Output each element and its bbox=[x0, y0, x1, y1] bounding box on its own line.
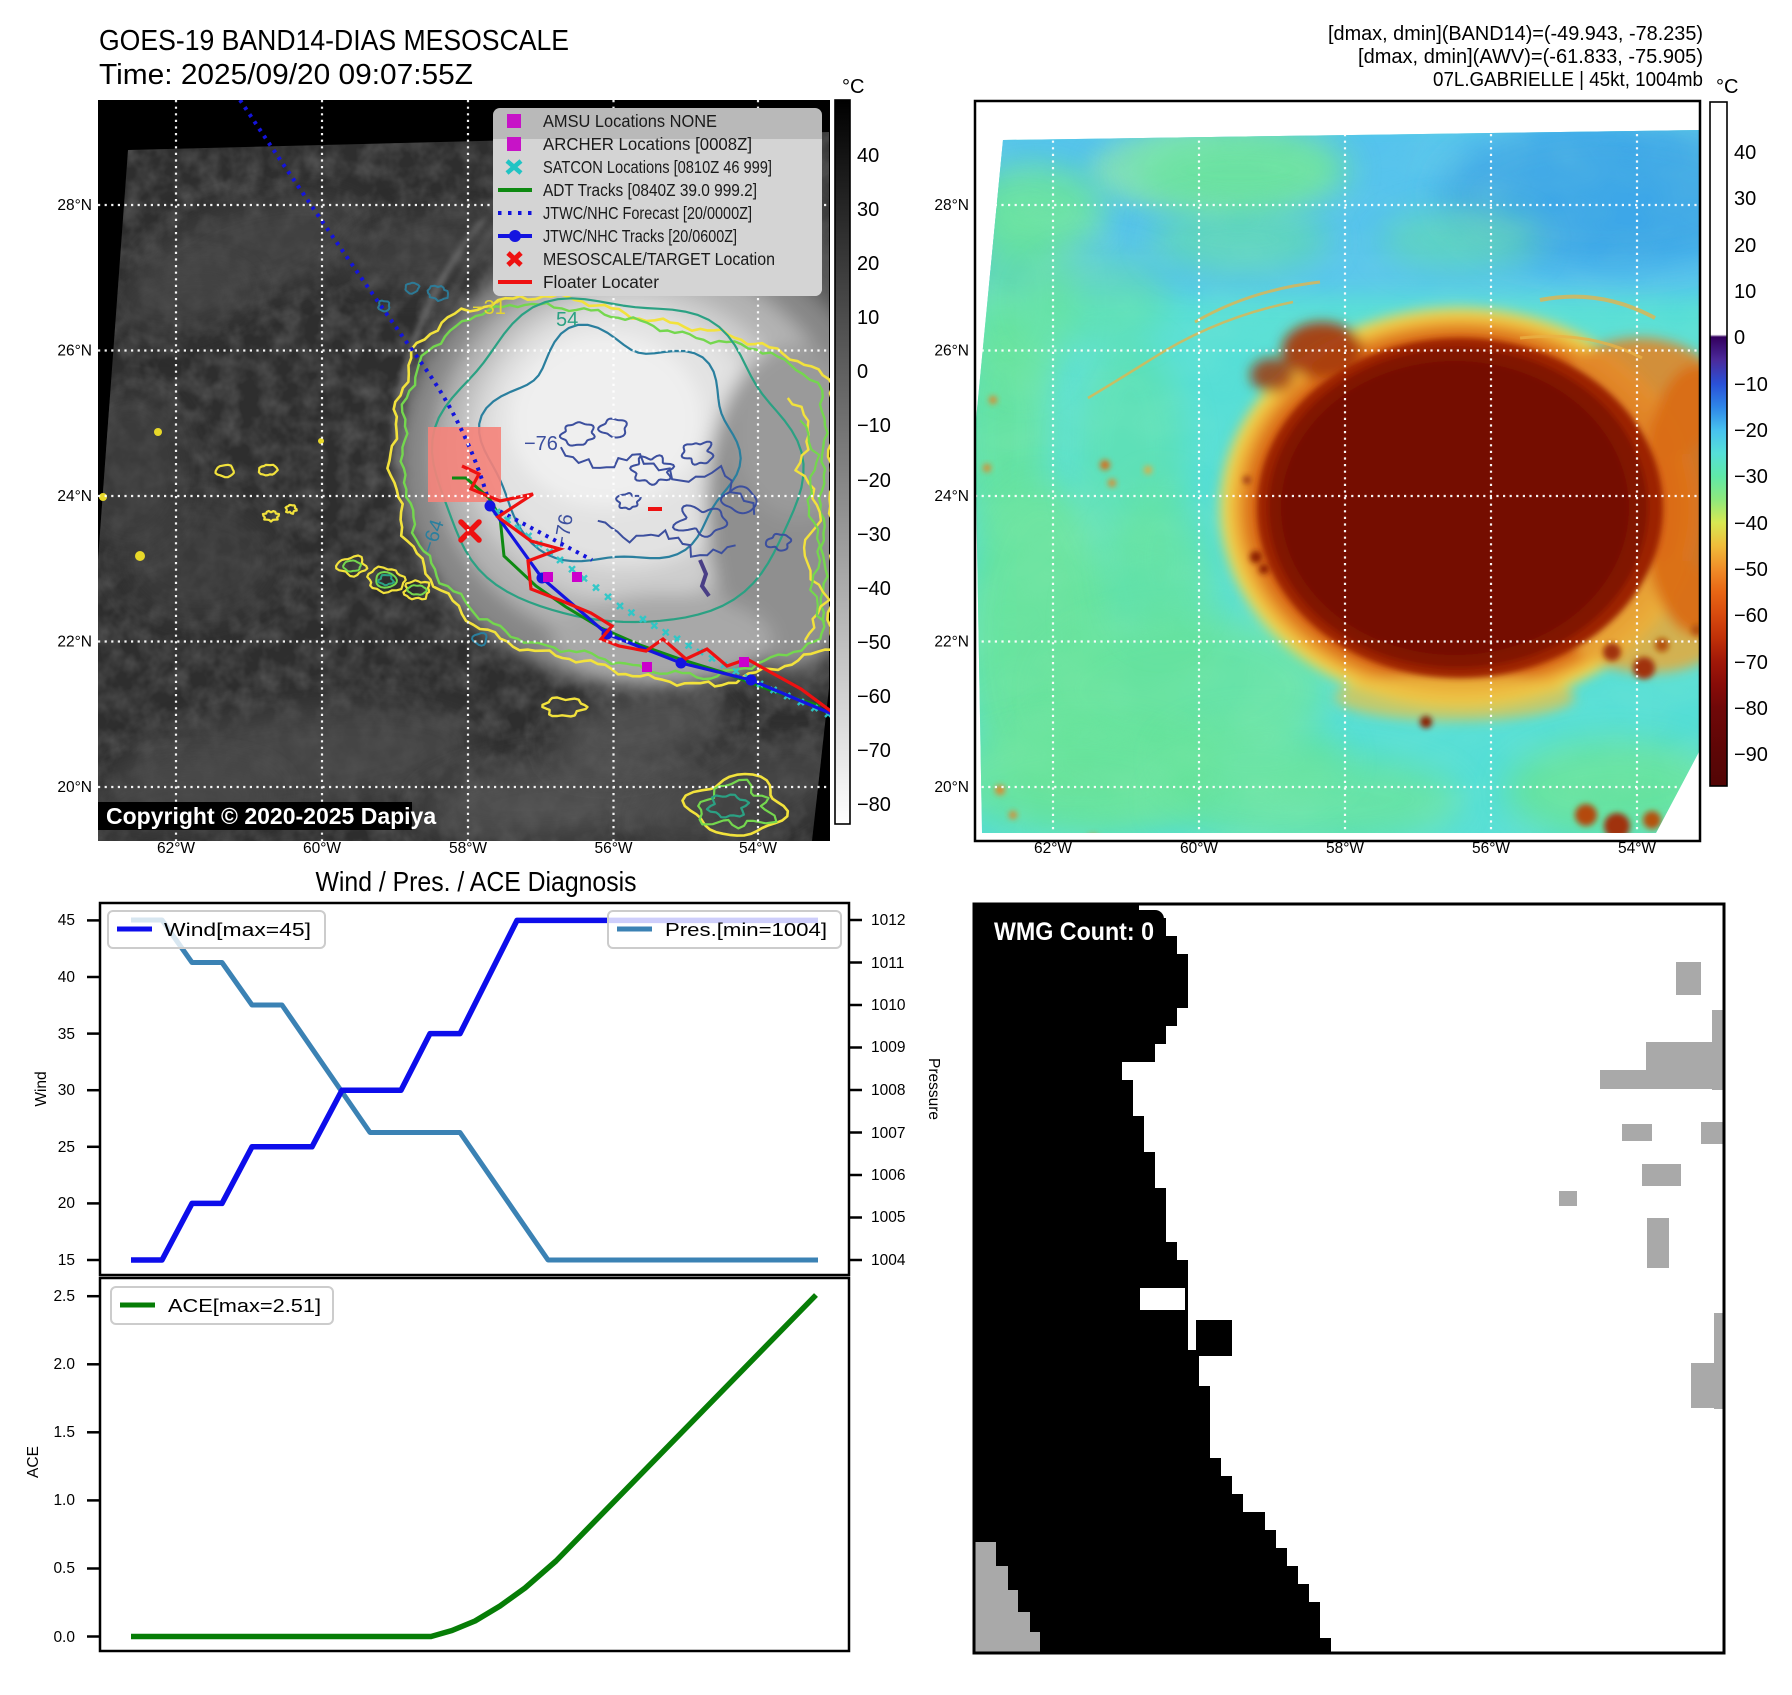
svg-text:20°N: 20°N bbox=[934, 779, 969, 796]
svg-text:1009: 1009 bbox=[871, 1039, 905, 1056]
svg-text:07L.GABRIELLE | 45kt, 1004mb: 07L.GABRIELLE | 45kt, 1004mb bbox=[1433, 68, 1703, 91]
svg-text:−50: −50 bbox=[1734, 559, 1768, 581]
svg-text:ARCHER Locations [0008Z]: ARCHER Locations [0008Z] bbox=[543, 134, 752, 154]
svg-text:−80: −80 bbox=[857, 794, 891, 816]
svg-text:2.0: 2.0 bbox=[53, 1356, 75, 1373]
svg-text:10: 10 bbox=[1734, 281, 1756, 303]
svg-text:WMG Count: 0: WMG Count: 0 bbox=[994, 918, 1154, 946]
svg-text:Floater Locater: Floater Locater bbox=[543, 272, 659, 292]
svg-text:28°N: 28°N bbox=[57, 197, 92, 214]
svg-text:ACE: ACE bbox=[25, 1446, 42, 1478]
svg-text:Pressure: Pressure bbox=[925, 1058, 942, 1120]
svg-text:62°W: 62°W bbox=[1034, 840, 1072, 857]
svg-text:Wind: Wind bbox=[33, 1071, 50, 1106]
svg-text:1005: 1005 bbox=[871, 1209, 905, 1226]
svg-text:45: 45 bbox=[58, 912, 75, 929]
svg-text:GOES-19 BAND14-DIAS MESOSCALE: GOES-19 BAND14-DIAS MESOSCALE bbox=[99, 25, 569, 57]
svg-text:15: 15 bbox=[58, 1252, 75, 1269]
svg-text:0: 0 bbox=[857, 361, 868, 383]
svg-text:−60: −60 bbox=[1734, 605, 1768, 627]
svg-text:22°N: 22°N bbox=[934, 634, 969, 651]
svg-text:28°N: 28°N bbox=[934, 197, 969, 214]
svg-text:1010: 1010 bbox=[871, 997, 906, 1014]
svg-text:JTWC/NHC Forecast [20/0000Z]: JTWC/NHC Forecast [20/0000Z] bbox=[543, 203, 752, 223]
svg-text:60°W: 60°W bbox=[1180, 840, 1218, 857]
svg-text:−30: −30 bbox=[1734, 466, 1768, 488]
svg-text:0: 0 bbox=[1734, 327, 1745, 349]
svg-text:ADT Tracks [0840Z 39.0 999.2]: ADT Tracks [0840Z 39.0 999.2] bbox=[543, 180, 757, 200]
svg-text:20: 20 bbox=[58, 1195, 76, 1212]
svg-text:SATCON Locations [0810Z 46 999: SATCON Locations [0810Z 46 999] bbox=[543, 157, 772, 177]
svg-text:−40: −40 bbox=[857, 578, 891, 600]
svg-text:58°W: 58°W bbox=[1326, 840, 1364, 857]
svg-text:56°W: 56°W bbox=[1472, 840, 1510, 857]
svg-text:−20: −20 bbox=[1734, 420, 1768, 442]
svg-text:20°N: 20°N bbox=[57, 779, 92, 796]
svg-text:25: 25 bbox=[58, 1139, 75, 1156]
svg-text:30: 30 bbox=[58, 1082, 76, 1099]
svg-text:Copyright © 2020-2025 Dapiya: Copyright © 2020-2025 Dapiya bbox=[106, 803, 436, 829]
svg-text:Pres.[min=1004]: Pres.[min=1004] bbox=[665, 920, 827, 940]
svg-text:−40: −40 bbox=[1734, 513, 1768, 535]
svg-text:20: 20 bbox=[1734, 235, 1756, 257]
svg-text:54°W: 54°W bbox=[1618, 840, 1656, 857]
svg-text:[dmax, dmin](AWV)=(-61.833, -7: [dmax, dmin](AWV)=(-61.833, -75.905) bbox=[1358, 45, 1703, 68]
svg-text:54: 54 bbox=[556, 309, 578, 331]
svg-text:0.0: 0.0 bbox=[53, 1629, 75, 1646]
svg-text:30: 30 bbox=[857, 199, 879, 221]
svg-text:20: 20 bbox=[857, 253, 879, 275]
svg-text:−10: −10 bbox=[1734, 374, 1768, 396]
svg-text:JTWC/NHC Tracks [20/0600Z]: JTWC/NHC Tracks [20/0600Z] bbox=[543, 226, 737, 246]
svg-text:54°W: 54°W bbox=[739, 840, 777, 857]
svg-text:1012: 1012 bbox=[871, 912, 905, 929]
svg-text:Wind / Pres. / ACE Diagnosis: Wind / Pres. / ACE Diagnosis bbox=[316, 866, 637, 897]
svg-text:−10: −10 bbox=[857, 415, 891, 437]
svg-text:−20: −20 bbox=[857, 470, 891, 492]
svg-text:[dmax, dmin](BAND14)=(-49.943,: [dmax, dmin](BAND14)=(-49.943, -78.235) bbox=[1328, 22, 1703, 45]
svg-text:−30: −30 bbox=[857, 524, 891, 546]
svg-text:1004: 1004 bbox=[871, 1252, 906, 1269]
svg-text:−50: −50 bbox=[857, 632, 891, 654]
svg-text:1011: 1011 bbox=[871, 955, 904, 972]
svg-text:22°N: 22°N bbox=[57, 634, 92, 651]
svg-text:ACE[max=2.51]: ACE[max=2.51] bbox=[168, 1296, 321, 1316]
svg-text:−90: −90 bbox=[1734, 744, 1768, 766]
svg-text:AMSU Locations NONE: AMSU Locations NONE bbox=[543, 111, 717, 131]
svg-text:1.0: 1.0 bbox=[53, 1492, 75, 1509]
svg-text:60°W: 60°W bbox=[303, 840, 341, 857]
svg-text:°C: °C bbox=[842, 76, 864, 98]
svg-text:1006: 1006 bbox=[871, 1167, 905, 1184]
svg-text:2.5: 2.5 bbox=[53, 1288, 75, 1305]
svg-text:1007: 1007 bbox=[871, 1125, 905, 1142]
svg-text:Time: 2025/09/20 09:07:55Z: Time: 2025/09/20 09:07:55Z bbox=[99, 59, 473, 91]
svg-text:−31: −31 bbox=[472, 297, 506, 319]
svg-text:−70: −70 bbox=[1734, 652, 1768, 674]
svg-text:26°N: 26°N bbox=[57, 343, 92, 360]
svg-text:10: 10 bbox=[857, 307, 879, 329]
svg-text:−70: −70 bbox=[857, 740, 891, 762]
svg-text:−76: −76 bbox=[524, 433, 558, 455]
svg-text:1.5: 1.5 bbox=[53, 1424, 75, 1441]
svg-text:26°N: 26°N bbox=[934, 343, 969, 360]
svg-text:24°N: 24°N bbox=[934, 488, 969, 505]
svg-text:−60: −60 bbox=[857, 686, 891, 708]
svg-text:Wind[max=45]: Wind[max=45] bbox=[164, 920, 311, 940]
svg-text:40: 40 bbox=[58, 969, 76, 986]
svg-text:−80: −80 bbox=[1734, 698, 1768, 720]
svg-text:0.5: 0.5 bbox=[53, 1560, 75, 1577]
svg-text:30: 30 bbox=[1734, 188, 1756, 210]
svg-text:58°W: 58°W bbox=[449, 840, 487, 857]
svg-text:24°N: 24°N bbox=[57, 488, 92, 505]
svg-text:°C: °C bbox=[1716, 76, 1738, 98]
svg-text:MESOSCALE/TARGET Location: MESOSCALE/TARGET Location bbox=[543, 249, 775, 269]
svg-text:56°W: 56°W bbox=[594, 840, 632, 857]
svg-text:35: 35 bbox=[58, 1026, 75, 1043]
svg-text:62°W: 62°W bbox=[157, 840, 195, 857]
svg-text:40: 40 bbox=[1734, 142, 1756, 164]
svg-text:1008: 1008 bbox=[871, 1082, 905, 1099]
svg-text:40: 40 bbox=[857, 145, 879, 167]
